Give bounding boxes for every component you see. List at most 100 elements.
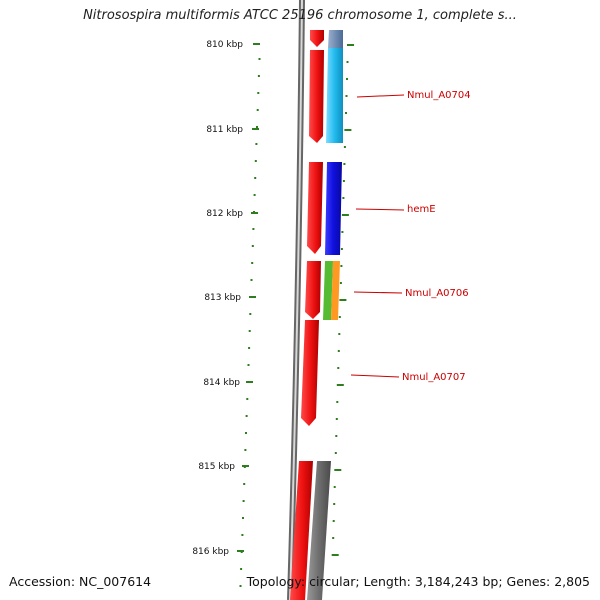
track-ticks-right	[331, 44, 354, 556]
ruler-minor-tick	[245, 432, 247, 434]
track-minor-tick	[333, 486, 336, 488]
gene-arrow-nmul-a0706[interactable]	[305, 261, 321, 319]
ruler-minor-tick	[243, 483, 246, 485]
track-minor-tick	[335, 418, 338, 420]
gene-arrow-bottom[interactable]	[290, 461, 313, 600]
track-major-tick	[347, 44, 354, 46]
ortholog-block-orange[interactable]	[331, 261, 340, 320]
track-minor-tick	[334, 452, 337, 454]
gene-track	[290, 30, 324, 600]
track-minor-tick	[346, 78, 348, 80]
gene-label-nmul-a0704[interactable]: Nmul_A0704	[407, 90, 471, 101]
leader-line-nmul-a0704	[356, 94, 405, 98]
ruler-minor-tick	[240, 568, 243, 570]
ortholog-block-green[interactable]	[323, 261, 333, 320]
gene-label-nmul-a0706[interactable]: Nmul_A0706	[405, 288, 469, 299]
ruler-minor-tick	[244, 449, 247, 451]
track-minor-tick	[333, 503, 336, 505]
ruler-minor-tick	[255, 143, 258, 145]
ruler-minor-tick	[239, 585, 242, 587]
ruler-minor-tick	[252, 228, 255, 230]
ruler-minor-tick	[246, 381, 249, 383]
kbp-label-811: 811 kbp	[206, 125, 243, 135]
chromosome-backbone-highlight	[289, 0, 303, 600]
ruler-minor-tick	[248, 347, 251, 349]
kbp-tick-814: 814 kbp	[203, 378, 253, 388]
track-major-tick	[341, 214, 349, 216]
track-minor-tick	[341, 231, 344, 233]
ruler-minor-tick	[242, 517, 244, 519]
ruler-minor-tick	[242, 500, 245, 502]
gene-label-heme[interactable]: hemE	[407, 204, 436, 215]
ruler-minor-tick	[256, 109, 259, 111]
ortholog-block-cyan[interactable]	[326, 48, 343, 143]
ruler-minor-tick	[249, 296, 252, 298]
kbp-label-815: 815 kbp	[198, 462, 235, 472]
ruler-minor-tick	[253, 194, 256, 196]
ruler-minor-tick	[249, 313, 252, 315]
track-minor-tick	[340, 248, 343, 250]
ortholog-block-gray[interactable]	[307, 461, 331, 600]
ortholog-block-blue[interactable]	[325, 162, 342, 255]
ruler-minor-ticks	[239, 58, 261, 587]
track-minor-tick	[338, 316, 341, 318]
track-major-tick	[339, 299, 347, 301]
kbp-label-816: 816 kbp	[192, 547, 229, 557]
track-minor-tick	[340, 265, 343, 267]
leader-line-heme	[355, 208, 405, 211]
ruler-minor-tick	[254, 160, 257, 162]
gene-label-nmul-a0707[interactable]: Nmul_A0707	[402, 372, 466, 383]
track-minor-tick	[335, 435, 338, 437]
gene-arrow-nmul-a0704[interactable]	[309, 50, 324, 143]
kbp-label-813: 813 kbp	[204, 293, 241, 303]
gene-arrow-heme[interactable]	[307, 162, 323, 254]
track-minor-tick	[343, 163, 346, 165]
ruler-minor-tick	[258, 58, 261, 60]
ruler-minor-tick	[256, 126, 258, 128]
track-minor-tick	[332, 520, 335, 522]
track-minor-tick	[337, 350, 340, 352]
track-minor-tick	[346, 61, 349, 63]
ruler-minor-tick	[251, 262, 254, 264]
gene-arrow-nmul-a0707[interactable]	[301, 320, 319, 426]
gene-arrow-top[interactable]	[310, 30, 324, 47]
gene-labels: Nmul_A0704 hemE Nmul_A0706 Nmul_A0707	[350, 90, 471, 383]
ruler-minor-tick	[253, 211, 255, 213]
track-major-tick	[344, 129, 352, 131]
ruler-minor-tick	[257, 92, 260, 94]
ruler-minor-tick	[247, 364, 250, 366]
track-minor-tick	[342, 180, 345, 182]
track-minor-tick	[336, 401, 339, 403]
kbp-tick-810: 810 kbp	[206, 40, 260, 50]
accession-text: Accession: NC_007614	[9, 574, 152, 589]
kbp-tick-816: 816 kbp	[192, 547, 244, 557]
track-minor-tick	[332, 537, 335, 539]
ruler-minor-tick	[251, 245, 254, 247]
scale-ruler: 810 kbp 811 kbp 812 kbp 813 kbp 814 kbp …	[192, 40, 261, 587]
genome-summary-text: Topology: circular; Length: 3,184,243 bp…	[246, 574, 590, 589]
kbp-tick-813: 813 kbp	[204, 293, 256, 303]
ruler-minor-tick	[254, 177, 257, 179]
ruler-minor-tick	[245, 415, 248, 417]
track-minor-tick	[343, 146, 346, 148]
kbp-label-814: 814 kbp	[203, 378, 240, 388]
kbp-tick-815: 815 kbp	[198, 462, 249, 472]
track-minor-tick	[342, 197, 345, 199]
kbp-tick-812: 812 kbp	[206, 209, 258, 219]
leader-line-nmul-a0707	[350, 374, 400, 378]
track-major-tick	[334, 469, 342, 471]
ruler-minor-tick	[246, 398, 249, 400]
kbp-tick-811: 811 kbp	[206, 125, 259, 135]
kbp-label-812: 812 kbp	[206, 209, 243, 219]
ruler-minor-tick	[243, 466, 246, 468]
leader-line-nmul-a0706	[353, 291, 403, 294]
ruler-minor-tick	[257, 75, 260, 77]
ruler-minor-tick	[248, 330, 251, 332]
track-minor-tick	[339, 282, 342, 284]
ruler-minor-tick	[240, 551, 243, 553]
track-minor-tick	[337, 367, 340, 369]
ortholog-block-slate[interactable]	[328, 30, 343, 48]
track-minor-tick	[345, 112, 347, 114]
kbp-label-810: 810 kbp	[206, 40, 243, 50]
